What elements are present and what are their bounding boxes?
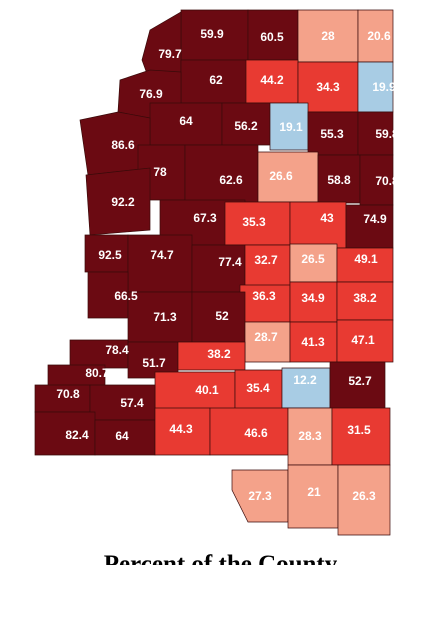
county-value-label: 60.5 [260, 30, 284, 44]
county-value-label: 59.8 [375, 127, 399, 141]
county-value-label: 76.9 [139, 87, 163, 101]
county-value-label: 27.3 [248, 489, 272, 503]
county-value-label: 32.7 [254, 253, 278, 267]
county-value-label: 58.8 [327, 173, 351, 187]
county-value-label: 52.7 [348, 374, 372, 388]
county-value-label: 66.5 [114, 289, 138, 303]
county-value-label: 19.1 [279, 120, 303, 134]
county-value-label: 28.7 [254, 330, 278, 344]
county-value-label: 41.3 [301, 335, 325, 349]
county-value-label: 62 [209, 73, 223, 87]
county-value-label: 64 [179, 114, 193, 128]
county-value-label: 44.3 [169, 422, 193, 436]
county-value-label: 56.2 [234, 119, 258, 133]
county-value-label: 36.3 [252, 289, 276, 303]
county-value-label: 19.9 [372, 80, 396, 94]
county-value-label: 21 [307, 485, 321, 499]
county-value-label: 40.1 [195, 383, 219, 397]
county-value-label: 26.6 [269, 169, 293, 183]
county-value-label: 20.6 [367, 29, 391, 43]
county-region [127, 234, 193, 293]
county-value-label: 86.6 [111, 138, 135, 152]
county-value-label: 46.6 [244, 426, 268, 440]
county-value-label: 38.2 [353, 291, 377, 305]
mississippi-county-map: 59.9 60.5 28 20.6 79.7 62 44.2 34.3 19.9 76.9 64 56… [34, 9, 399, 536]
county-value-label: 52 [215, 309, 229, 323]
map-caption: Percent of the County [103, 551, 338, 565]
county-region [231, 469, 289, 523]
county-value-label: 92.2 [111, 195, 135, 209]
county-value-label: 59.9 [200, 27, 224, 41]
county-value-label: 82.4 [65, 428, 89, 442]
county-value-label: 79.7 [158, 47, 182, 61]
county-value-label: 28.3 [298, 429, 322, 443]
county-value-label: 31.5 [347, 423, 371, 437]
county-value-label: 49.1 [354, 252, 378, 266]
county-region [289, 201, 347, 249]
county-value-label: 67.3 [193, 211, 217, 225]
county-region [79, 111, 151, 176]
county-value-label: 35.4 [246, 381, 270, 395]
county-value-label: 43 [320, 211, 334, 225]
county-value-label: 78 [153, 165, 167, 179]
county-value-label: 74.7 [150, 248, 174, 262]
county-value-label: 62.6 [219, 173, 243, 187]
county-region [336, 319, 394, 363]
county-value-label: 55.3 [320, 127, 344, 141]
county-region [244, 244, 291, 291]
county-value-label: 71.3 [153, 310, 177, 324]
county-value-label: 77.4 [218, 255, 242, 269]
county-value-label: 51.7 [142, 356, 166, 370]
county-value-label: 28 [321, 29, 335, 43]
county-value-label: 44.2 [260, 73, 284, 87]
county-value-label: 57.4 [120, 396, 144, 410]
county-value-label: 80.7 [85, 366, 109, 380]
county-value-label: 70.8 [56, 387, 80, 401]
county-value-label: 92.5 [98, 248, 122, 262]
county-value-label: 26.3 [352, 489, 376, 503]
county-value-label: 70.8 [375, 174, 399, 188]
county-region [337, 464, 391, 536]
county-value-label: 74.9 [363, 212, 387, 226]
county-value-label: 64 [115, 429, 129, 443]
county-value-label: 38.2 [207, 347, 231, 361]
county-value-label: 12.2 [293, 373, 317, 387]
county-region [85, 167, 151, 236]
county-value-label: 78.4 [105, 343, 129, 357]
county-value-label: 34.9 [301, 291, 325, 305]
county-value-label: 35.3 [242, 215, 266, 229]
county-value-label: 34.3 [316, 80, 340, 94]
county-value-label: 26.5 [301, 252, 325, 266]
county-value-label: 47.1 [351, 333, 375, 347]
